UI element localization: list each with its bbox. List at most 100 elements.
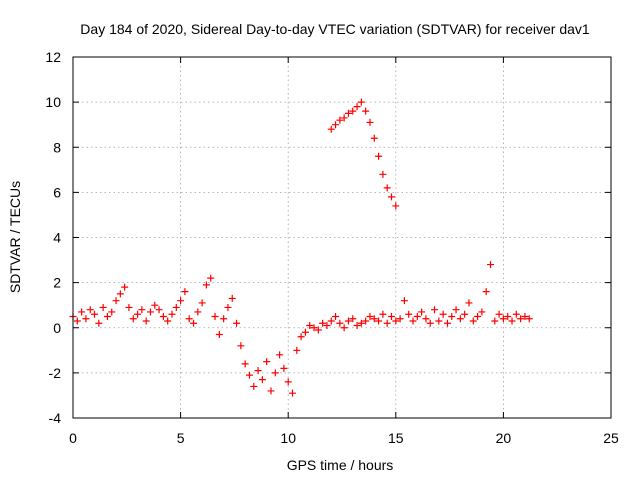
data-point: [332, 312, 340, 320]
data-point: [228, 294, 236, 302]
data-points: [69, 98, 533, 397]
data-point: [112, 297, 120, 305]
data-point: [91, 310, 99, 318]
data-point: [241, 360, 249, 368]
data-point: [431, 306, 439, 314]
data-point: [220, 315, 228, 323]
data-point: [499, 315, 507, 323]
x-tick-label: 25: [603, 430, 619, 446]
data-point: [233, 319, 241, 327]
data-point: [254, 367, 262, 375]
data-point: [245, 371, 253, 379]
data-point: [151, 301, 159, 309]
data-point: [379, 170, 387, 178]
x-axis-label: GPS time / hours: [287, 457, 394, 473]
data-point: [422, 315, 430, 323]
data-point: [340, 324, 348, 332]
data-point: [250, 382, 258, 390]
data-point: [357, 98, 365, 106]
y-axis-label: SDTVAR / TECUs: [7, 181, 23, 293]
data-point: [383, 184, 391, 192]
data-point: [297, 333, 305, 341]
data-point: [517, 315, 525, 323]
data-point: [73, 317, 81, 325]
data-point: [164, 317, 172, 325]
x-tick-label: 10: [280, 430, 296, 446]
grid-lines: [73, 57, 611, 418]
data-point: [366, 118, 374, 126]
data-point: [435, 317, 443, 325]
data-point: [495, 310, 503, 318]
x-tick-label: 20: [496, 430, 512, 446]
data-point: [392, 317, 400, 325]
data-point: [465, 299, 473, 307]
data-point: [306, 321, 314, 329]
data-point: [387, 312, 395, 320]
x-tick-label: 15: [388, 430, 404, 446]
data-point: [486, 261, 494, 269]
plot-frame: [72, 56, 612, 419]
data-point: [138, 306, 146, 314]
data-point: [190, 319, 198, 327]
data-point: [439, 310, 447, 318]
data-point: [78, 308, 86, 316]
data-point: [263, 358, 271, 366]
data-point: [116, 290, 124, 298]
data-point: [103, 312, 111, 320]
data-point: [387, 193, 395, 201]
data-point: [456, 315, 464, 323]
data-point: [142, 317, 150, 325]
data-point: [344, 109, 352, 117]
data-point: [271, 369, 279, 377]
data-point: [276, 351, 284, 359]
data-point: [185, 315, 193, 323]
data-point: [512, 310, 520, 318]
data-point: [340, 114, 348, 122]
data-point: [202, 281, 210, 289]
data-point: [284, 378, 292, 386]
data-point: [418, 308, 426, 316]
y-tick-label: 6: [53, 184, 61, 200]
data-point: [383, 319, 391, 327]
data-point: [194, 308, 202, 316]
data-point: [146, 308, 154, 316]
data-point: [215, 331, 223, 339]
data-point: [521, 312, 529, 320]
data-point: [443, 319, 451, 327]
y-tick-label: 2: [53, 275, 61, 291]
data-point: [474, 312, 482, 320]
data-point: [99, 303, 107, 311]
data-point: [362, 317, 370, 325]
data-point: [159, 312, 167, 320]
data-point: [370, 315, 378, 323]
data-point: [396, 315, 404, 323]
data-point: [336, 116, 344, 124]
data-point: [332, 121, 340, 129]
data-point: [478, 308, 486, 316]
data-point: [461, 310, 469, 318]
data-point: [353, 321, 361, 329]
data-point: [357, 319, 365, 327]
data-point: [172, 303, 180, 311]
data-point: [400, 297, 408, 305]
data-point: [405, 310, 413, 318]
data-point: [293, 346, 301, 354]
data-point: [267, 387, 275, 395]
data-point: [349, 315, 357, 323]
data-point: [181, 288, 189, 296]
data-point: [301, 328, 309, 336]
y-tick-label: 12: [45, 49, 61, 65]
data-point: [491, 317, 499, 325]
data-point: [177, 297, 185, 305]
data-point: [211, 312, 219, 320]
data-point: [95, 319, 103, 327]
y-tick-label: -2: [49, 365, 62, 381]
data-point: [413, 312, 421, 320]
data-point: [280, 364, 288, 372]
data-point: [319, 319, 327, 327]
data-point: [452, 306, 460, 314]
data-point: [448, 312, 456, 320]
data-point: [349, 107, 357, 115]
chart-title: Day 184 of 2020, Sidereal Day-to-day VTE…: [80, 21, 590, 37]
data-point: [375, 317, 383, 325]
